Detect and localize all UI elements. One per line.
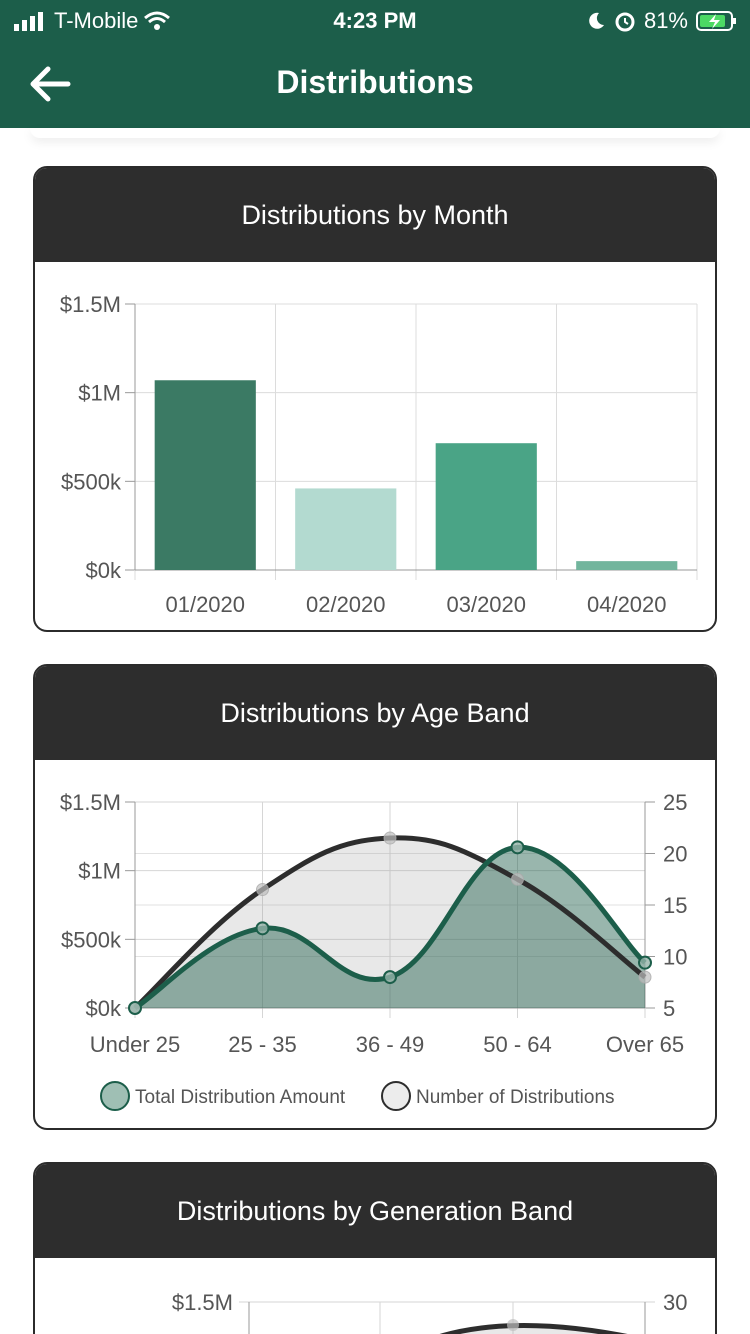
bar: [295, 488, 397, 570]
y-tick-label: $500k: [61, 469, 122, 494]
data-point-total-distribution-amount: [128, 1001, 142, 1015]
bar: [435, 443, 537, 570]
y-right-tick-label: 15: [663, 893, 687, 918]
generation-chart-title: Distributions by Generation Band: [35, 1164, 715, 1258]
y-right-tick-label: 25: [663, 790, 687, 815]
alarm-icon: [615, 12, 635, 32]
age-chart-card: Distributions by Age Band 5 10 15 20 25 $0k $5…: [33, 664, 717, 1130]
carrier-label: T-Mobile: [54, 8, 139, 33]
y-right-tick-label: 5: [663, 996, 675, 1021]
x-tick-label: 50 - 64: [483, 1032, 552, 1057]
y-left-tick-label: $1.5M: [172, 1290, 233, 1315]
x-tick-label: 02/2020: [306, 592, 386, 617]
x-tick-label: 04/2020: [587, 592, 667, 617]
legend-swatch-number-of-distributions: [381, 1081, 411, 1111]
age-area-chart: 5 10 15 20 25 $0k $500k $1M $1.5M Under 25 25 - 35…: [60, 790, 687, 1111]
x-tick-label: 36 - 49: [356, 1032, 425, 1057]
back-arrow-icon[interactable]: [26, 62, 74, 106]
bar: [576, 561, 678, 570]
data-point-number-of-distributions: [638, 970, 652, 984]
age-chart-title: Distributions by Age Band: [35, 666, 715, 760]
month-chart-title: Distributions by Month: [35, 168, 715, 262]
battery-percent: 81%: [643, 8, 688, 33]
legend-label-number-of-distributions: Number of Distributions: [416, 1087, 615, 1108]
x-tick-label: Under 25: [90, 1032, 181, 1057]
x-tick-label: 01/2020: [165, 592, 245, 617]
clock: 4:23 PM: [333, 8, 417, 33]
signal-icon: [14, 12, 43, 31]
generation-area-chart: $1.5M 30: [172, 1290, 687, 1334]
y-left-tick-label: $1.5M: [60, 790, 121, 815]
data-point-total-distribution-amount: [255, 921, 270, 936]
data-point-number-of-distributions: [256, 883, 269, 897]
header-shadow: [30, 128, 720, 138]
data-point-total-distribution-amount: [510, 840, 525, 855]
wifi-icon: [144, 11, 171, 30]
generation-chart-card: Distributions by Generation Band $1.5M 30: [33, 1162, 717, 1334]
y-tick-label: $1.5M: [60, 292, 121, 317]
x-tick-label: 03/2020: [446, 592, 526, 617]
data-point-number-of-distributions: [383, 831, 397, 845]
data-point-total-distribution-amount: [383, 970, 397, 985]
app-header: T-Mobile 4:23 PM 81%: [0, 0, 750, 128]
y-right-tick-label: 30: [663, 1290, 687, 1315]
page-title: Distributions: [276, 64, 474, 100]
battery-charging-icon: [696, 11, 736, 31]
data-point-number-of-distributions: [511, 872, 524, 886]
moon-icon: [589, 12, 604, 29]
y-right-tick-label: 10: [663, 945, 687, 970]
data-point-total-distribution-amount: [638, 955, 652, 970]
month-chart-card: Distributions by Month $0k $500k $1M $1.5M 0…: [33, 166, 717, 632]
y-left-tick-label: $1M: [78, 859, 121, 884]
series-area-total-distribution-amount: [135, 847, 645, 1008]
month-bar-chart: $0k $500k $1M $1.5M 01/2020 02/2020 03/2020 04/…: [60, 292, 698, 617]
data-point: [507, 1319, 519, 1331]
y-tick-label: $1M: [78, 381, 121, 406]
legend-label-total-distribution-amount: Total Distribution Amount: [135, 1087, 346, 1108]
x-tick-label: 25 - 35: [228, 1032, 297, 1057]
x-tick-label: Over 65: [606, 1032, 684, 1057]
legend-swatch-total-distribution-amount: [100, 1081, 130, 1111]
status-bar: T-Mobile 4:23 PM 81%: [0, 0, 750, 42]
series-line: [439, 1323, 628, 1334]
y-left-tick-label: $0k: [86, 996, 122, 1021]
y-tick-label: $0k: [86, 558, 122, 583]
y-right-tick-label: 20: [663, 842, 687, 867]
y-left-tick-label: $500k: [61, 927, 122, 952]
bar: [154, 380, 256, 570]
